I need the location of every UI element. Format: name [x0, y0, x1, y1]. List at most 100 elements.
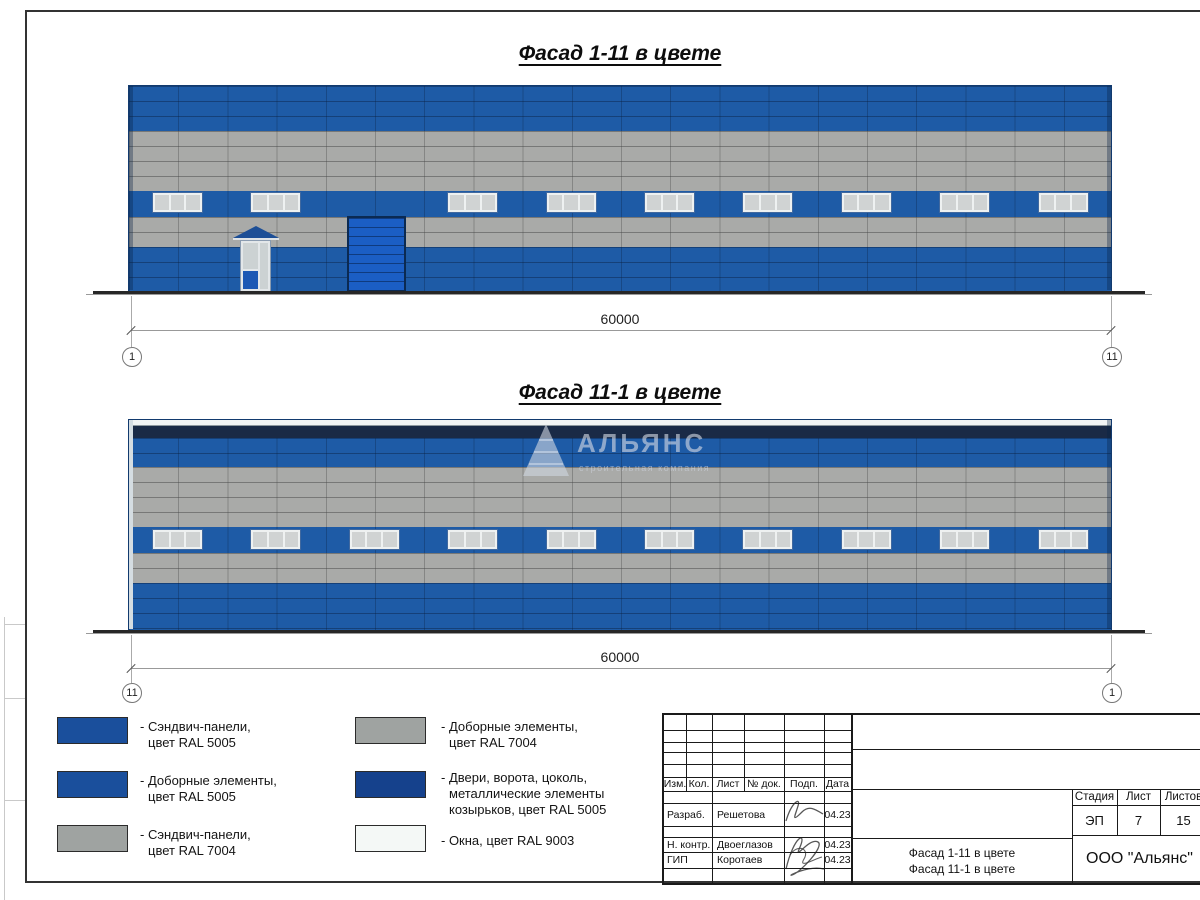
ribbon-window [1037, 192, 1089, 213]
window-pane [269, 195, 283, 210]
window-pane [662, 532, 677, 547]
tb-stage-value: ЭП [1085, 812, 1104, 828]
tb-col-kol: Кол. [688, 778, 710, 790]
side-stamp-line [4, 800, 25, 801]
grid-line [712, 715, 713, 883]
legend-text: - Сэндвич-панели, цвет RAL 5005 [140, 719, 251, 751]
side-stamp-line [4, 617, 5, 900]
door-glazing [243, 243, 259, 270]
panel-band-blue-top [129, 438, 1111, 467]
window-pane [465, 195, 480, 210]
legend-swatch-white [355, 825, 426, 852]
canopy-edge [233, 238, 279, 240]
tb-col-data: Дата [825, 778, 850, 790]
window-pane [859, 532, 874, 547]
grid-line [824, 715, 825, 883]
grid-line [664, 752, 852, 753]
door-sidelight [260, 243, 268, 289]
window-pane [450, 532, 464, 547]
tb-date: 04.23 [824, 854, 851, 866]
side-stamp-line [4, 698, 25, 699]
ribbon-window [250, 529, 302, 550]
window-pane [957, 195, 972, 210]
ribbon-window [644, 529, 695, 550]
signature-icon [785, 800, 824, 822]
tb-company: ООО "Альянс" [1086, 850, 1193, 867]
facade1-title: Фасад 1-11 в цвете [518, 42, 722, 65]
tb-role: Разраб. [667, 808, 705, 821]
window-pane [269, 532, 283, 547]
axis-leader [131, 669, 132, 683]
legend-line: - Двери, ворота, цоколь, [441, 770, 588, 785]
ground-line [93, 291, 1145, 294]
grid-line [852, 789, 1200, 790]
tb-col-list: Лист [716, 778, 740, 790]
corner-trim [1107, 86, 1111, 290]
window-pane [745, 532, 760, 547]
ribbon-window [939, 529, 991, 550]
dimension-line [131, 330, 1112, 331]
parapet-band [129, 426, 1111, 438]
legend-line: цвет RAL 7004 [148, 843, 236, 858]
tb-doc-line2: Фасад 11-1 в цвете [908, 861, 1016, 876]
tb-name: Решетова [717, 808, 766, 821]
ground-line-thin [86, 294, 1152, 295]
sectional-gate [347, 216, 406, 292]
window-pane [284, 195, 299, 210]
legend-swatch-gray [57, 825, 128, 852]
grid-line [664, 868, 852, 869]
axis-leader [131, 331, 132, 347]
legend-text: - Окна, цвет RAL 9003 [441, 827, 574, 849]
axis-bubble: 11 [122, 683, 142, 703]
corner-trim [129, 420, 133, 629]
ribbon-window [447, 529, 499, 550]
window-pane [776, 532, 791, 547]
legend-line: - Доборные элементы, [441, 719, 578, 734]
tb-sheet-label: Лист [1126, 791, 1151, 803]
window-pane [383, 532, 397, 547]
window-pane [564, 195, 578, 210]
tb-stage-label: Стадия [1074, 791, 1115, 803]
ground-line-thin [86, 633, 1152, 634]
window-pane [1056, 532, 1070, 547]
window-pane [170, 532, 185, 547]
legend-line: козырьков, цвет RAL 5005 [449, 802, 607, 817]
legend-swatch-blue [57, 771, 128, 798]
extension-line [131, 296, 132, 340]
ribbon-window [1037, 529, 1089, 550]
legend-swatch-blue [57, 717, 128, 744]
grid-line [664, 837, 852, 838]
window-pane [186, 532, 201, 547]
panel-band-blue-top [129, 86, 1111, 131]
window-pane [859, 195, 874, 210]
grid-line [744, 715, 745, 791]
window-pane [745, 195, 760, 210]
window-pane [1071, 195, 1086, 210]
tb-col-doc: № док. [747, 778, 781, 790]
window-pane [776, 195, 791, 210]
window-pane [942, 195, 956, 210]
ribbon-window [447, 192, 499, 213]
grid-line [664, 803, 852, 804]
legend-text: - Сэндвич-панели, цвет RAL 7004 [140, 827, 251, 859]
window-pane [284, 532, 299, 547]
window-pane [465, 532, 480, 547]
window-pane [548, 532, 563, 547]
facade-11-1-drawing [128, 419, 1112, 631]
grid-line [664, 852, 852, 853]
window-pane [957, 532, 972, 547]
tb-sheets-label: Листов [1164, 791, 1200, 803]
grid-line [686, 715, 687, 791]
tb-name: Коротаев [717, 854, 763, 866]
grid-line [1072, 805, 1200, 806]
window-pane [450, 195, 464, 210]
legend-text: - Доборные элементы, цвет RAL 5005 [140, 773, 277, 805]
window-pane [481, 532, 496, 547]
window-pane [548, 195, 563, 210]
window-pane [843, 532, 858, 547]
window-pane [564, 532, 578, 547]
axis-bubble: 1 [1102, 683, 1122, 703]
legend-line: цвет RAL 7004 [449, 735, 537, 750]
ribbon-window [644, 192, 695, 213]
tb-date: 04.23 [824, 838, 851, 851]
